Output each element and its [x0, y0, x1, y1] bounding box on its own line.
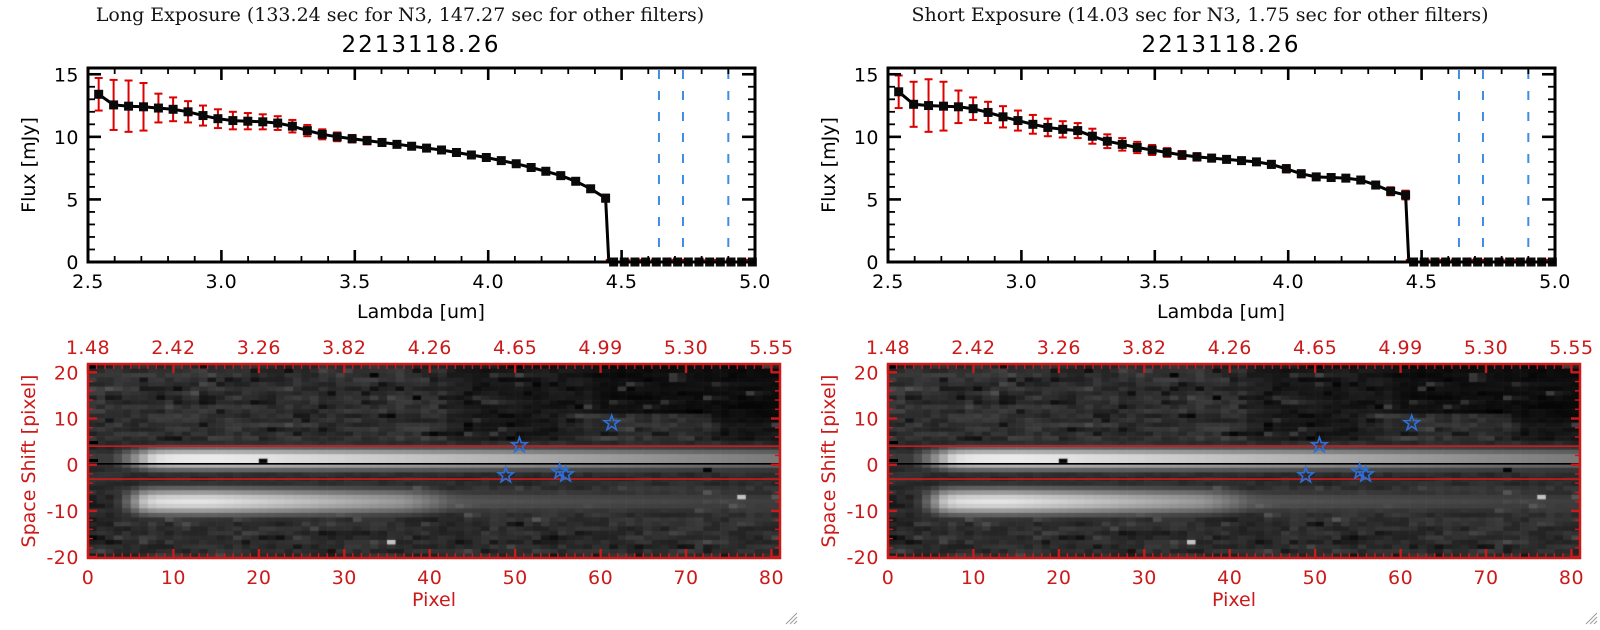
svg-text:0: 0: [82, 567, 95, 589]
svg-text:70: 70: [1473, 567, 1498, 589]
svg-text:0: 0: [866, 252, 879, 274]
svg-text:4.65: 4.65: [493, 337, 537, 359]
svg-text:3.0: 3.0: [1006, 271, 1038, 293]
star-marker: [1295, 464, 1316, 484]
svg-text:80: 80: [759, 567, 784, 589]
svg-text:50: 50: [1303, 567, 1328, 589]
star-marker: [1349, 461, 1370, 481]
svg-text:2.5: 2.5: [872, 271, 904, 293]
svg-text:-10: -10: [846, 501, 879, 523]
plot-overlay: 2.5 3.0 3.5 4.0 4.5 5.0 0 5 10 15 1.48 2.42 3.26 3.82…: [846, 64, 1593, 589]
svg-text:5.55: 5.55: [1549, 337, 1593, 359]
plot-title: 2213118.26: [1141, 32, 1301, 58]
svg-text:2.42: 2.42: [151, 337, 195, 359]
pixel-axis-label: Pixel: [412, 589, 456, 611]
resize-grip-icon[interactable]: [783, 610, 799, 626]
svg-text:0: 0: [66, 455, 79, 477]
svg-text:30: 30: [332, 567, 357, 589]
svg-text:3.82: 3.82: [322, 337, 366, 359]
svg-text:2.5: 2.5: [72, 271, 104, 293]
svg-text:4.26: 4.26: [1208, 337, 1252, 359]
svg-text:50: 50: [503, 567, 528, 589]
lambda-axis-label: Lambda [um]: [357, 301, 485, 323]
svg-text:4.5: 4.5: [1406, 271, 1438, 293]
window-title: Short Exposure (14.03 sec for N3, 1.75 s…: [911, 4, 1489, 26]
svg-text:10: 10: [161, 567, 186, 589]
spectrum-plot: 2.5 3.0 3.5 4.0 4.5 5.0 0 5 10 15: [854, 64, 1571, 293]
svg-text:-20: -20: [846, 547, 879, 569]
svg-text:-20: -20: [46, 547, 79, 569]
star-marker: [1309, 434, 1330, 454]
svg-text:4.65: 4.65: [1293, 337, 1337, 359]
short-exposure-panel: Short Exposure (14.03 sec for N3, 1.75 s…: [800, 0, 1600, 630]
svg-text:1.48: 1.48: [66, 337, 110, 359]
svg-text:5.0: 5.0: [739, 271, 771, 293]
svg-text:40: 40: [417, 567, 442, 589]
star-marker: [555, 463, 576, 483]
svg-text:10: 10: [961, 567, 986, 589]
svg-text:20: 20: [854, 362, 879, 384]
pixel-axis-label: Pixel: [1212, 589, 1256, 611]
resize-grip-icon[interactable]: [1583, 610, 1599, 626]
svg-text:4.5: 4.5: [606, 271, 638, 293]
long-exposure-panel: Long Exposure (133.24 sec for N3, 147.27…: [18, 4, 799, 626]
spectrum-plot: 2.5 3.0 3.5 4.0 4.5 5.0 0 5 10 15: [54, 64, 771, 293]
svg-text:3.26: 3.26: [237, 337, 281, 359]
svg-text:4.0: 4.0: [1272, 271, 1304, 293]
plot-overlay: 2.5 3.0 3.5 4.0 4.5 5.0 0 5 10 15 1.48 2.42 3.26 3.82…: [46, 64, 793, 589]
svg-text:3.26: 3.26: [1037, 337, 1081, 359]
plot-title: 2213118.26: [341, 32, 501, 58]
svg-text:20: 20: [1046, 567, 1071, 589]
svg-text:4.0: 4.0: [472, 271, 504, 293]
svg-text:70: 70: [673, 567, 698, 589]
star-marker: [549, 461, 570, 481]
svg-text:10: 10: [854, 127, 879, 149]
svg-text:20: 20: [54, 362, 79, 384]
svg-text:3.0: 3.0: [206, 271, 238, 293]
svg-text:5.30: 5.30: [1464, 337, 1508, 359]
svg-text:-10: -10: [46, 501, 79, 523]
svg-text:5.30: 5.30: [664, 337, 708, 359]
star-marker: [495, 464, 516, 484]
svg-text:3.5: 3.5: [339, 271, 371, 293]
svg-text:15: 15: [54, 64, 79, 86]
svg-text:1.48: 1.48: [866, 337, 910, 359]
svg-text:4.99: 4.99: [578, 337, 622, 359]
svg-text:10: 10: [54, 127, 79, 149]
svg-text:5.0: 5.0: [1539, 271, 1571, 293]
spatial-image-axes: 1.48 2.42 3.26 3.82 4.26 4.65 4.99 5.30 5.55 0 10 2…: [846, 337, 1593, 589]
svg-text:3.82: 3.82: [1122, 337, 1166, 359]
svg-text:4.99: 4.99: [1378, 337, 1422, 359]
svg-text:0: 0: [866, 455, 879, 477]
spatial-image-axes: 1.48 2.42 3.26 3.82 4.26 4.65 4.99 5.30 5.55 0 10 2…: [46, 337, 793, 589]
spectral-2d-image: [888, 364, 1580, 558]
svg-text:10: 10: [54, 409, 79, 431]
lambda-axis-label: Lambda [um]: [1157, 301, 1285, 323]
svg-text:5.55: 5.55: [749, 337, 793, 359]
star-marker: [601, 412, 622, 432]
svg-text:60: 60: [1388, 567, 1413, 589]
svg-text:20: 20: [246, 567, 271, 589]
svg-text:3.5: 3.5: [1139, 271, 1171, 293]
spectral-2d-image: [88, 364, 780, 558]
star-marker: [1401, 412, 1422, 432]
svg-text:30: 30: [1132, 567, 1157, 589]
window-title: Long Exposure (133.24 sec for N3, 147.27…: [95, 4, 705, 26]
svg-text:0: 0: [882, 567, 895, 589]
svg-text:4.26: 4.26: [408, 337, 452, 359]
svg-text:5: 5: [66, 189, 79, 211]
svg-text:2.42: 2.42: [951, 337, 995, 359]
svg-text:80: 80: [1559, 567, 1584, 589]
svg-text:5: 5: [866, 189, 879, 211]
star-marker: [509, 434, 530, 454]
svg-text:60: 60: [588, 567, 613, 589]
svg-text:10: 10: [854, 409, 879, 431]
svg-text:0: 0: [66, 252, 79, 274]
svg-text:15: 15: [854, 64, 879, 86]
star-marker: [1355, 463, 1376, 483]
svg-text:40: 40: [1217, 567, 1242, 589]
